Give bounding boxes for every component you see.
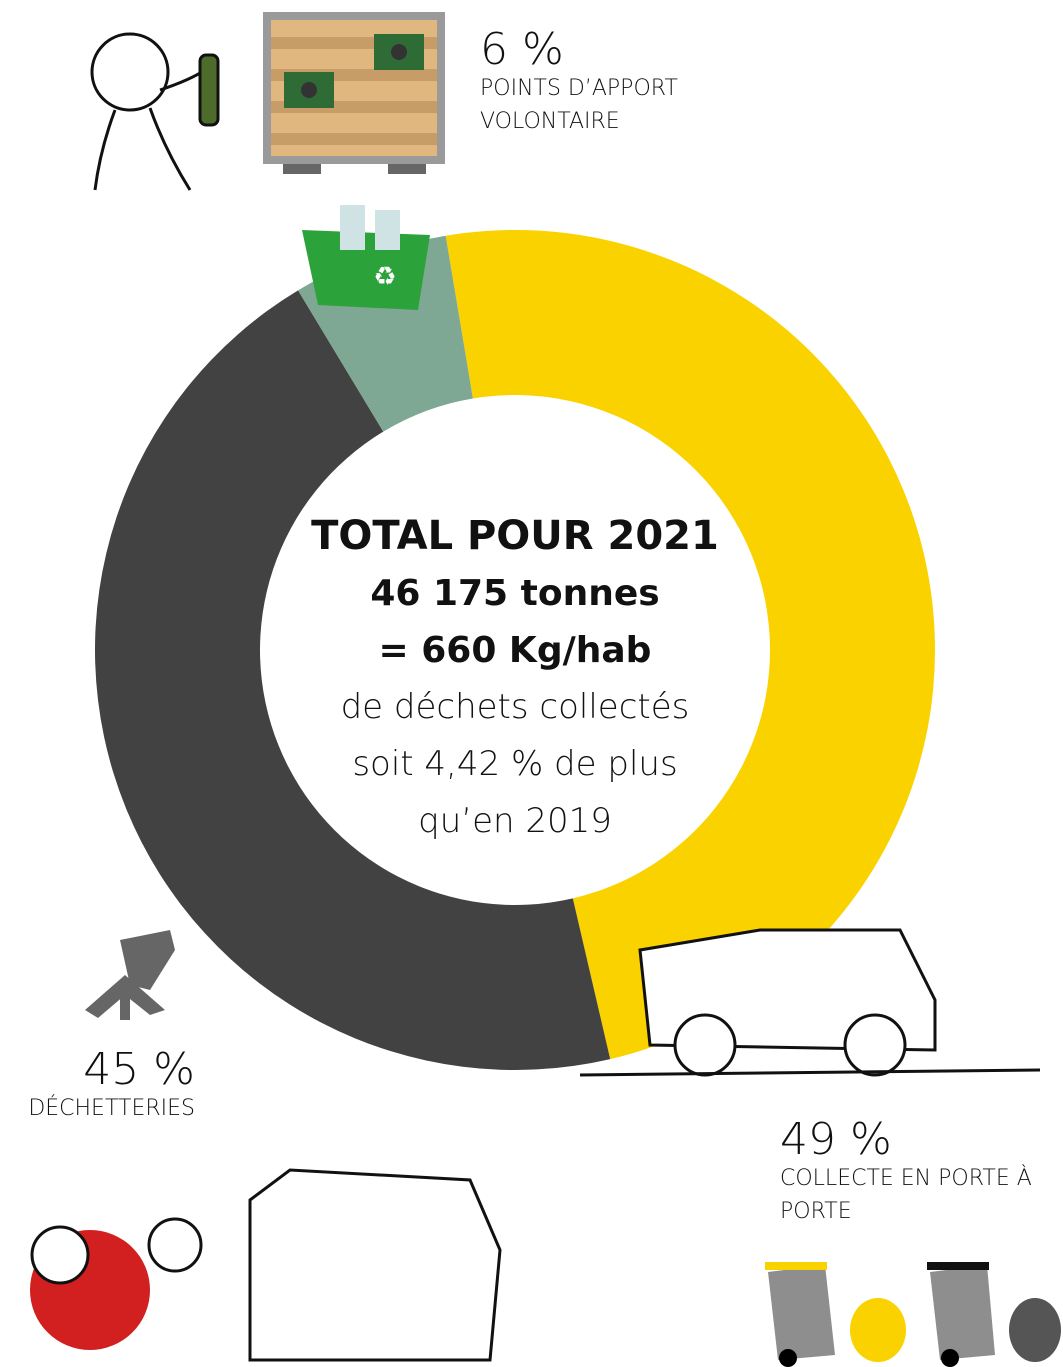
crate-illustration	[263, 12, 445, 174]
green-bin-illustration: ♻	[302, 205, 430, 310]
value-label: 6 %	[480, 24, 564, 75]
category-label: DÉCHETTERIES	[28, 1096, 195, 1121]
center-note: soit 4,42 % de plus	[352, 744, 678, 784]
donut-slice	[94, 290, 611, 1071]
value-label: 45 %	[83, 1044, 195, 1095]
center-title: TOTAL POUR 2021	[311, 513, 719, 559]
center-note: qu’en 2019	[418, 801, 612, 841]
center-note: de déchets collectés	[340, 687, 690, 727]
slice-label: 45 % DÉCHETTERIES	[0, 1048, 195, 1125]
category-label: COLLECTE EN PORTE À PORTE	[780, 1166, 1032, 1224]
hand-icon	[85, 930, 175, 1020]
exchange-illustration	[30, 1217, 203, 1350]
donut-slice	[445, 229, 936, 1060]
center-figure: = 660 Kg/hab	[378, 630, 652, 671]
slice-label: 49 % COLLECTE EN PORTE À PORTE	[780, 1118, 1040, 1228]
bins-illustration	[765, 1262, 1061, 1367]
truck-illustration	[248, 928, 1041, 1362]
svg-text:♻: ♻	[373, 262, 396, 292]
slice-label: 6 % POINTS D’APPORT VOLONTAIRE	[480, 28, 780, 138]
value-label: 49 %	[780, 1114, 892, 1165]
figure-illustration	[90, 32, 220, 191]
category-label: POINTS D’APPORT VOLONTAIRE	[480, 76, 678, 134]
center-figure: 46 175 tonnes	[370, 573, 660, 614]
center-text: TOTAL POUR 2021 46 175 tonnes = 660 Kg/ha…	[275, 508, 755, 850]
